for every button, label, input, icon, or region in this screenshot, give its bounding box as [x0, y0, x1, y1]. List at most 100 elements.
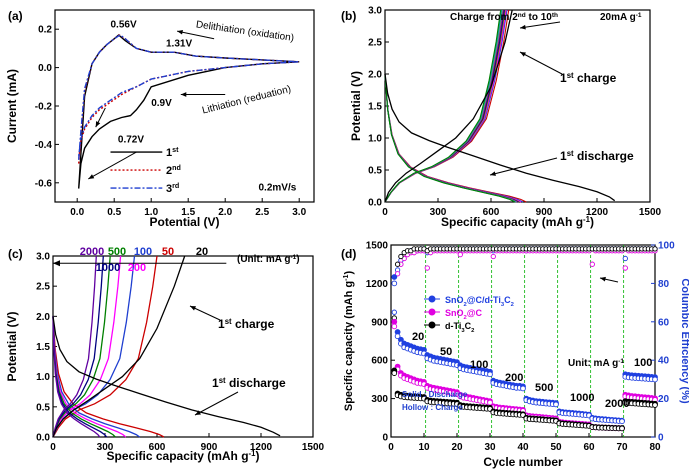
label-part: Unit: mA g	[568, 358, 618, 369]
label-part: )	[255, 449, 259, 463]
unit-label: Unit: mA g-1	[568, 358, 624, 370]
y-tick-label: 2.5	[36, 282, 50, 293]
charge-point	[394, 333, 401, 340]
y2-tick-label: 20	[658, 394, 670, 405]
annotation: Charge from 2nd to 10th	[450, 12, 558, 24]
label-part: (a)	[8, 9, 23, 23]
label-part: 1.31V	[166, 38, 192, 49]
cv-curve	[78, 34, 300, 160]
rate-charge-curve	[52, 255, 122, 438]
y-tick-label: 1.0	[368, 134, 382, 145]
panel-d-rate-capability: 0 10 20 30 40 50 60 70 8003006009001200150002040…	[341, 241, 689, 470]
label-part: 1	[560, 71, 567, 85]
annotation-arrow-head	[177, 29, 183, 35]
label-part: Current (mA)	[5, 69, 19, 143]
y-tick-label: 0.5	[368, 166, 382, 177]
annotation-arrow	[176, 30, 215, 40]
label-part: 500	[535, 382, 553, 394]
efficiency-point	[391, 309, 397, 315]
x-tick-label: 30	[484, 442, 496, 453]
y2-tick-label: 80	[658, 279, 670, 290]
rate-label: 1000	[96, 262, 120, 274]
label-part: -1	[342, 275, 350, 281]
legend-swatch-marker	[428, 295, 436, 303]
panel-c-rate-profiles: 0 300 600 900 1200 15000.00.51.01.52.02.53.0(…	[5, 246, 325, 463]
cycle-discharge-curve	[384, 73, 516, 203]
label-part: 100	[470, 359, 488, 371]
y-tick-label: 0.0	[36, 433, 50, 444]
efficiency-point	[490, 253, 496, 260]
annotation-arrow	[519, 21, 561, 29]
label-part: 1	[166, 147, 172, 159]
label-part: discharge	[226, 376, 286, 390]
label-part: C	[504, 295, 511, 305]
x-tick-label: 3.0	[292, 207, 306, 218]
legend-label: SnO2@C	[445, 308, 483, 321]
label-part: 3	[166, 183, 172, 195]
x-axis-title: Specific capacity (mAh g-1)	[441, 215, 594, 230]
y-tick-label: 1.5	[368, 102, 382, 113]
x-tick-label: 0.5	[107, 207, 121, 218]
label-part: Specific capacity (mAh g	[107, 449, 249, 463]
label-part: discharge	[574, 149, 634, 163]
first-discharge-curve	[384, 73, 616, 202]
discharge-point	[391, 274, 398, 280]
panel-label: (a)	[8, 9, 23, 23]
y-axis-title: Current (mA)	[5, 69, 19, 143]
annotation-arrow-head	[180, 92, 187, 97]
label-part: Hollow : Charge	[402, 403, 463, 412]
x-tick-label: 600	[149, 442, 166, 453]
rate-discharge-curve	[52, 316, 101, 438]
label-part: th	[552, 12, 558, 19]
y-tick-label: 0.0	[38, 63, 52, 74]
charge-point	[487, 371, 493, 378]
rate-charge-curve	[52, 255, 111, 438]
rate-label: 20	[412, 331, 424, 343]
annotation-arrow	[519, 51, 563, 75]
label-part: st	[567, 149, 574, 158]
rate-label: 2000	[80, 246, 104, 258]
label-part: st	[567, 71, 574, 80]
label-part: (Unit: mA g	[237, 254, 291, 265]
label-part: 2	[464, 315, 468, 321]
label-part: Cycle number	[483, 455, 563, 469]
y-tick-label: -0.6	[35, 178, 53, 189]
x-axis-title: Potential (V)	[149, 215, 219, 229]
rate-charge-curve	[52, 255, 97, 438]
efficiency-point	[457, 251, 463, 258]
label-part: C	[465, 321, 472, 331]
x-tick-label: 600	[483, 207, 500, 218]
x-tick-label: 1.5	[181, 207, 195, 218]
annotation: 1st discharge	[560, 149, 634, 164]
y-tick-label: 900	[371, 317, 388, 328]
panel-b-charge-discharge-profiles: 0 300 600 900 1200 1500 0.0 0.5 1.0 1.5 2.0 2.5 3.0 (…	[341, 6, 662, 230]
x-tick-label: 0.0	[70, 207, 84, 218]
label-part: 50	[440, 346, 452, 358]
label-part: Potential (V)	[149, 215, 219, 229]
rate-label: 2000	[605, 398, 629, 410]
label-part: Specific capacity (mAh g	[441, 215, 583, 229]
annotation-arrow-head	[195, 410, 201, 415]
first-charge-curve	[52, 255, 186, 438]
label-part: st	[219, 376, 226, 385]
legend-label: d-Ti3C2	[445, 321, 475, 334]
panel-label: (b)	[341, 9, 356, 23]
label-part: nd	[172, 164, 181, 172]
label-part: charge	[232, 317, 275, 331]
efficiency-point	[652, 246, 658, 252]
annotation: 1st charge	[218, 317, 275, 332]
label-part: 0.56V	[111, 19, 137, 30]
label-part: -1	[618, 358, 624, 365]
y-tick-label: 0.0	[368, 198, 382, 209]
efficiency-point	[394, 271, 401, 277]
panel-label: (c)	[8, 247, 23, 261]
label-part: 20	[196, 246, 208, 258]
unit-label: (Unit: mA g-1)	[237, 254, 300, 266]
first-charge-curve	[384, 9, 513, 203]
label-part: -1	[249, 449, 257, 458]
y-axis-title: Potential (V)	[349, 71, 363, 141]
label-part: st	[172, 146, 179, 154]
note-solid: Solid : Discharge	[402, 390, 468, 399]
efficiency-point	[622, 255, 628, 262]
